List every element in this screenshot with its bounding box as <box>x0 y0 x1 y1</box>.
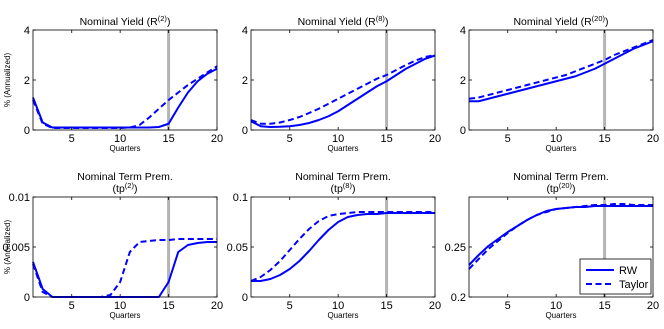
chart-title: Nominal Yield (R(8)) <box>298 14 389 28</box>
x-tick-label: 20 <box>211 133 223 145</box>
y-tick-label: 4 <box>242 25 248 37</box>
chart-title-line-1: Nominal Term Prem. <box>77 171 173 183</box>
series-line-taylor <box>32 238 217 298</box>
x-tick-label: 5 <box>287 300 293 312</box>
y-tick-label: 0 <box>460 125 466 137</box>
chart-title-line-2: (tp(8)) <box>331 181 356 195</box>
series-line-rw <box>250 54 436 128</box>
x-tick-label: 15 <box>380 133 392 145</box>
x-axis-label: Quarters <box>545 144 576 153</box>
subplot-4: Nominal Term Prem.(tp(2)) 5 10 15 20 0 0.005 0.… <box>2 171 223 320</box>
y-axis-label: % (Annualized) <box>3 220 12 275</box>
x-axis-label: Quarters <box>109 311 140 320</box>
x-tick-label: 10 <box>550 133 562 145</box>
x-tick-label: 5 <box>69 300 75 312</box>
x-tick-label: 10 <box>550 300 562 312</box>
x-tick-label: 20 <box>647 133 659 145</box>
x-tick-label: 15 <box>598 133 610 145</box>
axes-frame <box>250 29 436 131</box>
y-tick-label: 2 <box>24 75 30 87</box>
y-tick-label: 0.25 <box>445 242 466 254</box>
y-tick-label: 0 <box>24 292 30 304</box>
x-tick-label: 10 <box>114 300 126 312</box>
y-tick-label: 2 <box>242 75 248 87</box>
subplot-3: Nominal Yield (R(20)) 5 10 15 20 0 2 4 Quarters <box>460 14 659 153</box>
chart-title: Nominal Yield (R(20)) <box>513 14 608 28</box>
legend: RW Taylor <box>579 258 652 295</box>
x-tick-label: 15 <box>598 300 610 312</box>
series-line-rw <box>468 205 653 266</box>
x-axis-label: Quarters <box>109 144 140 153</box>
y-tick-label: 0.2 <box>451 292 466 304</box>
x-tick-label: 10 <box>332 133 344 145</box>
x-tick-label: 5 <box>287 133 293 145</box>
x-tick-label: 15 <box>162 133 174 145</box>
y-tick-label: 0 <box>24 125 30 137</box>
y-tick-label: 0.05 <box>227 242 248 254</box>
x-tick-label: 20 <box>211 300 223 312</box>
series-line-taylor <box>468 203 653 270</box>
y-tick-label: 2 <box>460 75 466 87</box>
x-tick-label: 5 <box>505 300 511 312</box>
series-line-taylor <box>32 65 218 129</box>
legend-box <box>579 258 652 295</box>
y-tick-label: 0 <box>242 125 248 137</box>
x-tick-label: 5 <box>505 133 511 145</box>
axes-frame <box>32 29 218 131</box>
y-tick-label: 4 <box>460 25 466 37</box>
subplot-1: Nominal Yield (R(2)) 5 10 15 20 0 2 4 Quarters % … <box>3 14 223 153</box>
x-axis-label: Quarters <box>327 311 358 320</box>
chart-title: Nominal Yield (R(2)) <box>80 14 171 28</box>
x-axis-label: Quarters <box>545 311 576 320</box>
y-tick-label: 4 <box>24 25 30 37</box>
x-tick-label: 15 <box>380 300 392 312</box>
series-line-rw <box>251 212 435 282</box>
y-tick-label: 0.01 <box>9 192 30 204</box>
chart-title-line-1: Nominal Term Prem. <box>513 171 609 183</box>
chart-title-line-2: (tp(20)) <box>546 181 575 195</box>
series-line-taylor <box>468 39 654 100</box>
series-line-taylor <box>250 54 436 125</box>
x-tick-label: 10 <box>332 300 344 312</box>
series-line-taylor <box>250 211 435 282</box>
x-axis-label: Quarters <box>327 144 358 153</box>
y-tick-label: 0 <box>242 292 248 304</box>
x-tick-label: 20 <box>429 300 441 312</box>
x-tick-label: 15 <box>162 300 174 312</box>
subplot-6: Nominal Term Prem.(tp(20)) 5 10 15 20 0.2 0.25… <box>445 171 660 320</box>
legend-label-taylor: Taylor <box>619 279 649 291</box>
series-line-rw <box>469 40 654 103</box>
axes-frame <box>32 196 218 298</box>
y-tick-label: 0.005 <box>2 242 30 254</box>
legend-label-rw: RW <box>619 265 638 277</box>
x-tick-label: 10 <box>114 133 126 145</box>
subplot-5: Nominal Term Prem.(tp(8)) 5 10 15 20 0 0.05 0.1… <box>227 171 442 320</box>
subplot-2: Nominal Yield (R(8)) 5 10 15 20 0 2 4 Quarters <box>242 14 441 153</box>
y-tick-label: 0.1 <box>233 192 248 204</box>
x-tick-label: 20 <box>647 300 659 312</box>
chart-title-line-1: Nominal Term Prem. <box>295 171 391 183</box>
chart-title-line-2: (tp(2)) <box>113 181 138 195</box>
x-tick-label: 20 <box>429 133 441 145</box>
x-tick-label: 5 <box>69 133 75 145</box>
y-axis-label: % (Annualized) <box>3 53 12 108</box>
series-line-rw <box>32 67 218 129</box>
